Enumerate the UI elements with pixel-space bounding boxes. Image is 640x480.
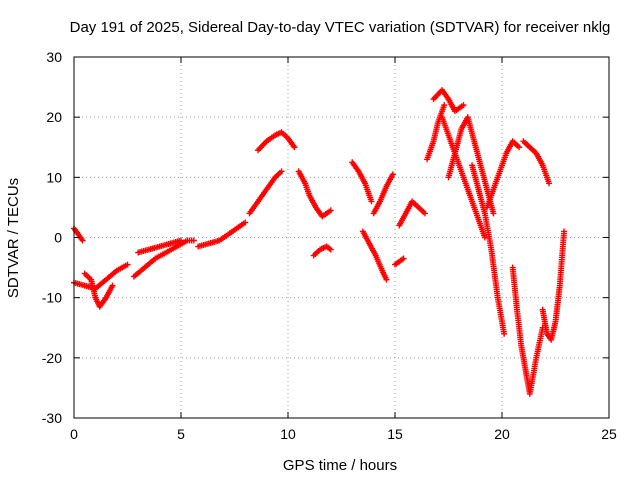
data-point-marker — [242, 219, 249, 226]
data-points — [71, 87, 568, 397]
axis-ticks: 0 5 10 15 20 25 -30 -20 -10 0 10 20 30 — [42, 49, 617, 442]
data-point-marker — [400, 255, 407, 262]
data-point-marker — [178, 237, 184, 244]
data-point-marker — [490, 210, 497, 217]
data-point-marker — [79, 237, 86, 244]
data-point-marker — [291, 144, 298, 151]
x-tick-label: 5 — [177, 426, 185, 442]
data-point-marker — [460, 102, 467, 109]
y-tick-label: 30 — [46, 49, 62, 65]
y-tick-label: -10 — [42, 290, 62, 306]
data-point-marker — [561, 228, 568, 235]
x-tick-label: 20 — [494, 426, 510, 442]
x-tick-label: 25 — [601, 426, 617, 442]
y-tick-label: 10 — [46, 169, 62, 185]
y-tick-label: -30 — [42, 410, 62, 426]
y-axis-label: SDTVAR / TECUs — [5, 178, 22, 298]
data-point-marker — [501, 330, 508, 337]
data-point-marker — [516, 144, 523, 151]
x-tick-label: 15 — [387, 426, 403, 442]
grid-lines — [74, 57, 609, 418]
data-point-marker — [327, 246, 334, 253]
x-axis-label: GPS time / hours — [283, 457, 397, 474]
y-tick-label: -20 — [42, 350, 62, 366]
y-tick-label: 20 — [46, 109, 62, 125]
data-point-marker — [421, 210, 428, 217]
data-point-marker — [109, 282, 116, 289]
data-point-marker — [481, 234, 488, 241]
data-point-marker — [368, 198, 375, 205]
data-point-marker — [278, 168, 285, 175]
data-point-marker — [327, 207, 334, 214]
data-point-marker — [389, 171, 396, 178]
chart-title: Day 191 of 2025, Sidereal Day-to-day VTE… — [70, 19, 611, 36]
x-tick-label: 10 — [280, 426, 296, 442]
data-point-marker — [546, 180, 553, 187]
x-tick-label: 0 — [70, 426, 78, 442]
data-point-marker — [124, 261, 131, 268]
data-point-marker — [190, 237, 197, 244]
data-point-marker — [383, 276, 390, 283]
y-tick-label: 0 — [54, 230, 62, 246]
data-point-marker — [441, 102, 448, 109]
